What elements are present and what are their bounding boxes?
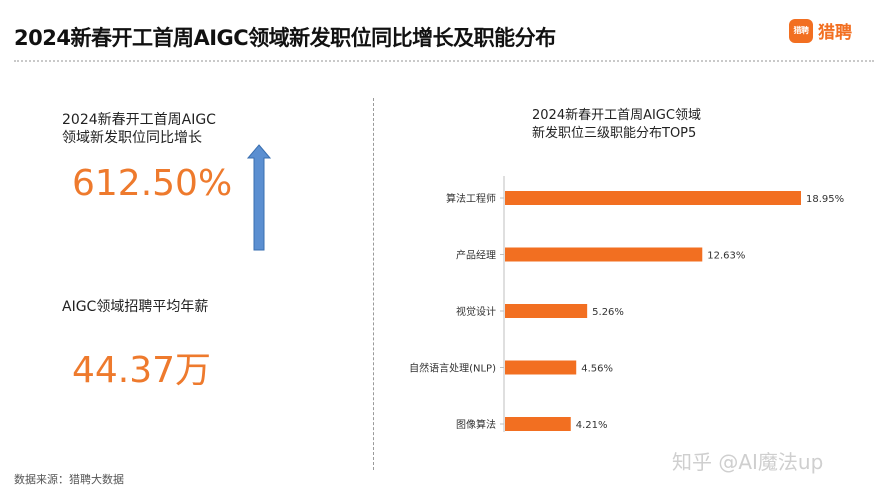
- page-title: 2024新春开工首周AIGC领域新发职位同比增长及职能分布: [14, 26, 556, 50]
- chart-bar: [505, 360, 577, 375]
- chart-data-label: 18.95%: [806, 194, 844, 205]
- salary-stat-label: AIGC领域招聘平均年薪: [62, 299, 209, 315]
- zhihu-watermark: 知乎 @AI魔法up: [672, 450, 824, 474]
- chart-category-label: 视觉设计: [456, 305, 496, 318]
- section-divider: [373, 98, 374, 470]
- liepin-logo: 猎聘 猎聘: [789, 18, 852, 43]
- chart-category-label: 算法工程师: [446, 192, 496, 205]
- title-divider: [14, 60, 874, 62]
- chart-category-label: 图像算法: [456, 418, 496, 431]
- chart-category-label: 产品经理: [456, 249, 496, 262]
- chart-bar: [505, 191, 801, 205]
- chart-title-line2: 新发职位三级职能分布TOP5: [532, 126, 697, 141]
- chart-data-label: 5.26%: [592, 307, 624, 318]
- chart-bar: [505, 417, 571, 431]
- chart-bar: [505, 247, 703, 262]
- growth-stat-label: 2024新春开工首周AIGC 领域新发职位同比增长: [62, 111, 216, 147]
- chart-bar: [505, 304, 588, 318]
- up-arrow-icon: [247, 144, 271, 251]
- chart-data-label: 12.63%: [707, 251, 745, 262]
- data-source-note: 数据来源：猎聘大数据: [14, 473, 124, 486]
- chart-title: 2024新春开工首周AIGC领域 新发职位三级职能分布TOP5: [532, 107, 701, 143]
- liepin-logo-text: 猎聘: [818, 23, 852, 43]
- chart-title-line1: 2024新春开工首周AIGC领域: [532, 108, 701, 123]
- growth-stat-label-line1: 2024新春开工首周AIGC: [62, 112, 216, 128]
- chart-data-label: 4.21%: [576, 420, 608, 431]
- chart-data-label: 4.56%: [581, 364, 613, 375]
- growth-stat-label-line2: 领域新发职位同比增长: [62, 130, 202, 146]
- salary-stat-value: 44.37万: [72, 350, 212, 391]
- job-function-bar-chart: 算法工程师 18.95% 产品经理 12.63% 视觉设计 5.26% 自然语言处理(NLP…: [409, 176, 844, 432]
- growth-stat-value: 612.50%: [72, 163, 233, 204]
- chart-category-label: 自然语言处理(NLP): [409, 362, 496, 375]
- liepin-logo-mark: 猎聘: [789, 18, 813, 43]
